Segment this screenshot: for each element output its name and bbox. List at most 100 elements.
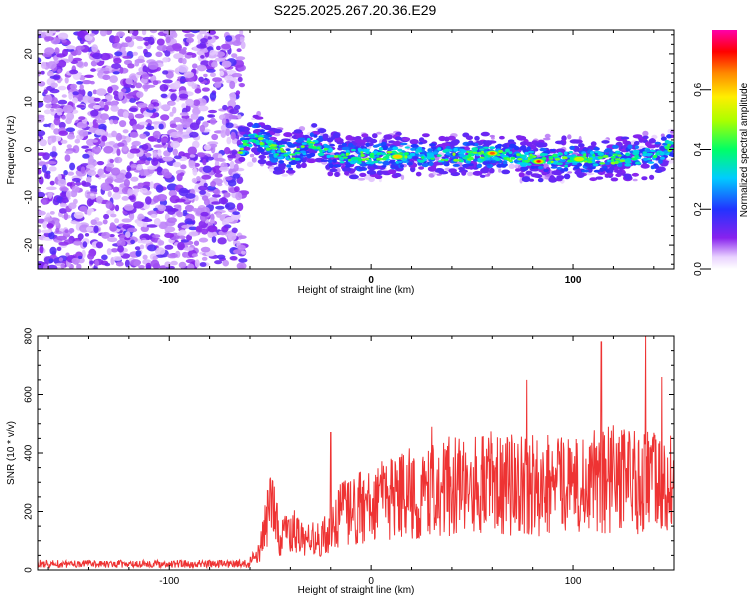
ridge-blob — [375, 155, 380, 158]
noise-blob — [45, 30, 53, 37]
noise-blob — [200, 211, 209, 217]
noise-blob — [114, 51, 123, 57]
y-tick-label: 200 — [24, 503, 35, 520]
ridge-blob — [345, 149, 350, 154]
ridge-blob — [327, 171, 334, 177]
ridge-blob — [445, 151, 450, 156]
snr-xlabel: Height of straight line (km) — [298, 585, 415, 596]
ridge-blob — [348, 174, 359, 180]
noise-blob — [231, 149, 238, 155]
ridge-blob — [397, 160, 403, 164]
noise-blob — [143, 36, 152, 42]
noise-blob — [222, 259, 229, 267]
noise-blob — [139, 133, 147, 139]
noise-blob — [145, 108, 157, 113]
noise-blob — [43, 217, 53, 222]
ridge-blob — [549, 175, 555, 181]
ridge-blob — [263, 145, 270, 148]
ridge-blob — [280, 164, 286, 170]
ridge-blob — [316, 146, 321, 150]
noise-blob — [125, 36, 132, 43]
noise-blob — [224, 176, 233, 181]
noise-blob — [39, 139, 47, 147]
ridge-blob — [360, 151, 364, 154]
noise-blob — [120, 88, 127, 93]
noise-blob — [133, 188, 140, 193]
ridge-blob — [515, 135, 523, 139]
ridge-blob — [404, 155, 408, 159]
noise-blob — [169, 123, 177, 129]
noise-blob — [51, 135, 57, 143]
ridge-blob — [525, 170, 533, 175]
noise-blob — [134, 60, 140, 67]
noise-blob — [182, 30, 192, 34]
noise-blob — [112, 35, 120, 44]
noise-blob — [184, 33, 195, 38]
ridge-blob — [361, 158, 366, 162]
snr-ticks: -100 0 100 0 200 400 600 800 — [24, 327, 674, 587]
noise-blob — [141, 73, 150, 80]
ridge-blob — [271, 150, 276, 154]
noise-blob — [54, 30, 61, 33]
noise-blob — [164, 244, 174, 250]
ridge-blob — [294, 157, 301, 161]
ridge-blob — [438, 135, 447, 142]
noise-blob — [38, 228, 42, 234]
ridge-blob — [381, 157, 387, 161]
noise-blob — [130, 176, 139, 182]
noise-blob — [58, 241, 69, 246]
noise-blob — [185, 104, 191, 112]
noise-blob — [173, 204, 182, 209]
noise-blob — [192, 167, 198, 176]
ridge-blob — [421, 156, 425, 160]
noise-blob — [133, 260, 140, 267]
ridge-blob — [593, 147, 600, 151]
noise-blob — [129, 148, 141, 154]
ridge-blob — [365, 137, 374, 142]
noise-blob — [100, 113, 109, 121]
ridge-blob — [427, 166, 437, 172]
noise-blob — [228, 115, 238, 120]
noise-blob — [41, 199, 47, 205]
ridge-blob — [308, 143, 314, 146]
ridge-blob — [256, 146, 263, 151]
noise-blob — [221, 43, 232, 50]
noise-blob — [203, 144, 211, 150]
signal-halo-blob — [281, 174, 289, 177]
noise-blob — [94, 259, 99, 267]
ridge-blob — [323, 147, 328, 151]
ridge-blob — [294, 151, 301, 155]
ridge-blob — [556, 166, 563, 170]
ridge-blob — [387, 169, 397, 175]
y-tick-label: 10 — [24, 96, 35, 108]
ridge-blob — [520, 166, 529, 172]
ridge-blob — [267, 142, 272, 146]
ridge-blob — [443, 148, 450, 152]
noise-blob — [208, 114, 216, 118]
ridge-blob — [528, 156, 534, 159]
ridge-blob — [436, 154, 442, 158]
noise-blob — [158, 123, 164, 130]
colorbar-gradient — [712, 30, 737, 269]
ridge-blob — [376, 157, 381, 161]
ridge-blob — [340, 153, 345, 157]
ridge-blob — [612, 153, 618, 156]
noise-blob — [118, 91, 124, 101]
noise-blob — [116, 239, 126, 247]
noise-blob — [45, 103, 52, 109]
ridge-blob — [659, 151, 665, 156]
noise-blob — [179, 172, 185, 177]
noise-blob — [56, 53, 66, 58]
ridge-blob — [610, 158, 615, 162]
ridge-blob — [557, 140, 565, 145]
ridge-blob — [359, 172, 367, 177]
noise-blob — [129, 131, 139, 138]
signal-halo-blob — [567, 134, 572, 140]
noise-blob — [240, 41, 246, 50]
ridge-blob — [433, 161, 441, 166]
ridge-blob — [567, 159, 572, 163]
noise-blob — [38, 100, 44, 108]
signal-halo-blob — [660, 133, 665, 138]
ridge-blob — [595, 176, 604, 180]
